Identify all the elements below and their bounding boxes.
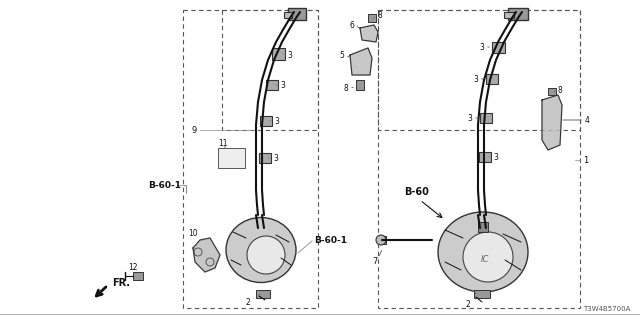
Text: T3W4B5700A: T3W4B5700A xyxy=(582,306,630,312)
Ellipse shape xyxy=(226,218,296,283)
Text: 11: 11 xyxy=(218,139,227,148)
Polygon shape xyxy=(350,48,372,75)
Ellipse shape xyxy=(247,236,285,274)
Text: 7: 7 xyxy=(372,258,378,267)
Text: B-60: B-60 xyxy=(404,187,429,197)
Text: IC: IC xyxy=(481,255,489,265)
Polygon shape xyxy=(266,80,278,90)
Text: 2: 2 xyxy=(466,300,470,309)
Polygon shape xyxy=(474,290,490,298)
Polygon shape xyxy=(492,42,505,53)
Polygon shape xyxy=(548,88,556,95)
Text: 2: 2 xyxy=(246,298,250,307)
Polygon shape xyxy=(259,153,271,163)
Text: 3: 3 xyxy=(467,114,472,123)
Polygon shape xyxy=(504,12,514,18)
Text: 4: 4 xyxy=(585,116,590,124)
Text: B-60-1: B-60-1 xyxy=(148,180,181,189)
Polygon shape xyxy=(480,113,492,123)
Text: 5: 5 xyxy=(339,51,344,60)
Text: 6: 6 xyxy=(349,20,354,29)
Text: 3: 3 xyxy=(473,75,478,84)
Text: 1: 1 xyxy=(583,156,588,164)
Polygon shape xyxy=(133,272,143,280)
Text: 3: 3 xyxy=(493,153,498,162)
Polygon shape xyxy=(272,48,285,60)
Circle shape xyxy=(376,235,386,245)
Ellipse shape xyxy=(438,212,528,292)
Text: 3: 3 xyxy=(273,154,278,163)
Text: 8: 8 xyxy=(378,11,383,20)
Polygon shape xyxy=(193,238,220,272)
Polygon shape xyxy=(378,236,386,244)
Text: 3: 3 xyxy=(479,43,484,52)
Polygon shape xyxy=(508,8,528,20)
Polygon shape xyxy=(360,25,378,42)
Polygon shape xyxy=(284,12,292,18)
Text: B-60-1: B-60-1 xyxy=(314,236,347,244)
Text: 12: 12 xyxy=(128,263,138,273)
Text: 9: 9 xyxy=(191,125,196,134)
Polygon shape xyxy=(218,148,245,168)
Polygon shape xyxy=(256,290,270,298)
Text: 8: 8 xyxy=(343,84,348,92)
Polygon shape xyxy=(356,80,364,90)
Text: FR.: FR. xyxy=(112,278,130,288)
Polygon shape xyxy=(478,222,488,232)
Polygon shape xyxy=(260,116,272,126)
Text: 3: 3 xyxy=(280,81,285,90)
Text: 3: 3 xyxy=(274,116,279,125)
Text: 3: 3 xyxy=(287,51,292,60)
Polygon shape xyxy=(368,14,376,22)
Text: 8: 8 xyxy=(558,85,563,94)
Polygon shape xyxy=(486,74,498,84)
Text: 10: 10 xyxy=(188,228,198,237)
Polygon shape xyxy=(542,95,562,150)
Polygon shape xyxy=(288,8,306,20)
Polygon shape xyxy=(479,152,491,162)
Ellipse shape xyxy=(463,232,513,282)
